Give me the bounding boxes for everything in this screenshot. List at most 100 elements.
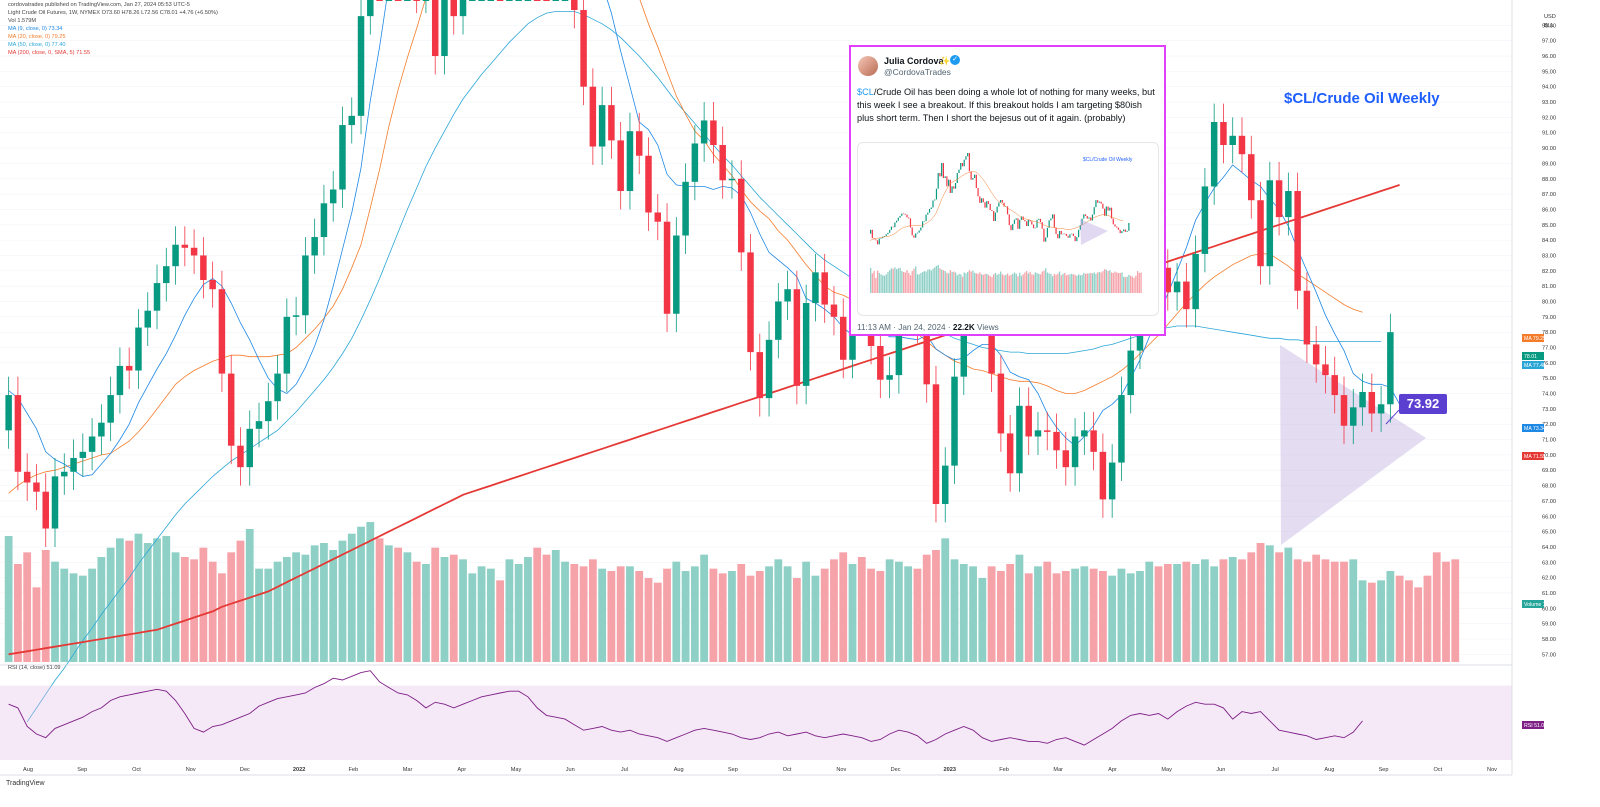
candle — [413, 0, 420, 14]
candle-body — [42, 491, 49, 529]
candle — [728, 160, 736, 199]
candle-body — [1108, 462, 1116, 500]
candle — [181, 226, 189, 267]
volume-bar — [338, 540, 347, 662]
thumb-volume-bar — [1091, 273, 1094, 293]
candle-body — [1266, 180, 1274, 267]
candle — [1053, 413, 1060, 469]
volume-bar — [894, 561, 903, 662]
thumb-volume-bar — [920, 272, 922, 293]
thumb-candle — [1076, 237, 1078, 242]
tweet-chart-image[interactable]: $CL/Crude Oil Weekly — [857, 142, 1159, 316]
candle — [571, 0, 578, 29]
thumb-volume-bar — [1031, 274, 1033, 293]
volume-bar — [1191, 564, 1200, 662]
candle — [821, 253, 828, 323]
thumb-volume-bar — [953, 271, 955, 293]
thumb-candle — [993, 211, 995, 221]
last-close-callout: 73.92 — [1399, 394, 1447, 414]
candle-body — [292, 315, 300, 317]
rsi-band — [0, 685, 1512, 760]
candle — [1081, 411, 1088, 455]
avatar[interactable] — [858, 56, 878, 76]
thumb-volume-bar — [885, 274, 887, 293]
candle-body — [1248, 154, 1255, 201]
thumb-volume-bar — [930, 270, 932, 293]
price-tick-label: 60.00 — [1542, 606, 1556, 612]
price-tag-box — [1522, 334, 1544, 342]
volume-bar — [913, 568, 922, 662]
candle — [1312, 326, 1320, 383]
candle — [626, 112, 634, 210]
volume-bar — [700, 554, 709, 662]
volume-bar — [1340, 561, 1348, 662]
candle-body — [404, 0, 411, 1]
thumb-volume-bar — [873, 271, 875, 293]
thumb-volume-bar — [967, 272, 969, 293]
thumb-volume-bar — [908, 272, 910, 293]
candle-body — [1387, 332, 1394, 405]
volume-bar — [51, 561, 59, 662]
thumb-candle — [1058, 231, 1061, 239]
volume-bar — [737, 564, 746, 662]
time-tick-label: Mar — [403, 767, 413, 773]
volume-bar — [4, 536, 13, 662]
candle — [617, 121, 624, 210]
time-tick-label: Dec — [891, 767, 901, 773]
price-tick-label: 89.00 — [1542, 161, 1556, 167]
candle — [23, 453, 31, 501]
thumb-volume-bar — [948, 273, 950, 293]
price-tag-box — [1522, 352, 1544, 360]
volume-bar — [97, 557, 106, 662]
tweet-author-handle[interactable]: @CordovaTrades — [884, 67, 951, 77]
thumb-candle — [1060, 231, 1062, 235]
thumb-volume-bar — [1010, 274, 1012, 293]
thumb-candle — [1008, 214, 1010, 226]
candle — [274, 355, 281, 420]
candle-body — [1164, 267, 1172, 293]
candle — [1368, 373, 1376, 432]
candle — [1192, 235, 1199, 328]
volume-bar — [60, 568, 69, 662]
candle — [1275, 161, 1283, 236]
candle — [302, 237, 309, 334]
candle — [116, 347, 124, 414]
thumb-candle — [883, 236, 886, 237]
price-tick-label: 88.00 — [1542, 177, 1556, 183]
candle-body — [144, 310, 151, 328]
candle — [311, 218, 318, 274]
volume-bar — [143, 543, 152, 662]
thumb-volume-bar — [1084, 273, 1087, 293]
volume-bar — [765, 566, 773, 662]
price-tag-box — [1522, 721, 1544, 729]
volume-bar — [663, 568, 671, 662]
thumb-volume-bar — [870, 267, 872, 293]
thumb-candle — [1095, 200, 1097, 208]
candle-body — [1340, 395, 1348, 426]
candle-body — [125, 365, 133, 371]
candle — [1006, 415, 1014, 492]
tweet-card[interactable]: Julia Cordova ✨ ✓ @CordovaTrades $CL/Cru… — [849, 45, 1166, 336]
candle-body — [543, 0, 550, 1]
thumb-candle — [875, 239, 877, 241]
candle — [209, 261, 216, 308]
candle-body — [107, 395, 114, 423]
thumb-volume-bar — [911, 271, 913, 293]
candle-body — [960, 307, 968, 377]
thumb-volume-bar — [894, 267, 896, 293]
candle-body — [1303, 290, 1311, 345]
candle — [598, 86, 606, 165]
tweet-author-name[interactable]: Julia Cordova — [884, 56, 944, 66]
price-tick-label: 81.00 — [1542, 284, 1556, 290]
candle — [932, 365, 940, 523]
candle-body — [190, 247, 198, 256]
thumb-candle — [1017, 218, 1019, 229]
volume-bar — [1386, 571, 1395, 662]
price-tick-label: 57.00 — [1542, 652, 1556, 658]
candle-body — [997, 373, 1005, 434]
volume-bar — [1154, 566, 1163, 662]
cashtag-link[interactable]: $CL — [857, 87, 874, 97]
price-tag: 78.01 — [1522, 352, 1544, 360]
thumb-candle — [1013, 219, 1016, 224]
